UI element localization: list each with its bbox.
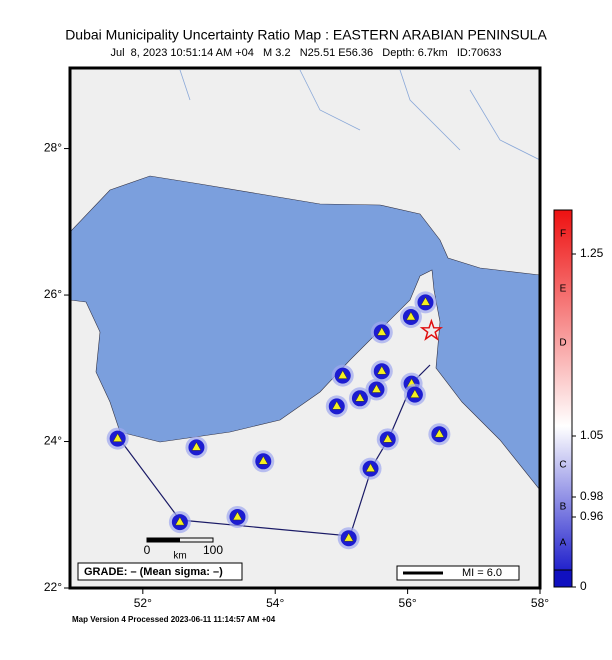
- station: [399, 306, 422, 329]
- scale-label: 100: [203, 543, 223, 557]
- lon-label: 56°: [399, 596, 417, 610]
- grade-letter: E: [560, 284, 567, 295]
- station-triangle: [405, 311, 416, 321]
- station: [331, 364, 354, 387]
- lat-label: 28°: [44, 141, 62, 155]
- lon-label: 54°: [266, 596, 284, 610]
- station-triangle: [420, 296, 431, 306]
- station: [348, 387, 371, 410]
- station: [168, 511, 191, 534]
- colorbar-floor: [553, 569, 573, 588]
- station-triangle: [355, 392, 365, 402]
- station-triangle: [191, 441, 202, 451]
- station-triangle: [371, 384, 382, 393]
- rivers: [179, 69, 540, 161]
- colorbar-tick-label: 1.05: [580, 428, 604, 442]
- grade-letter: A: [560, 538, 567, 549]
- station: [359, 457, 382, 480]
- station-triangle: [376, 326, 387, 336]
- station-triangle: [382, 433, 393, 443]
- colorbar: [553, 209, 573, 571]
- station: [226, 505, 249, 528]
- mi-text: MI = 6.0: [462, 567, 502, 579]
- mi-box: [396, 565, 520, 581]
- grade-letter: B: [560, 502, 567, 513]
- footer: Map Version 4 Processed 2023-06-11 11:14…: [72, 615, 276, 624]
- colorbar-tick-label: 0.98: [580, 489, 604, 503]
- station: [365, 378, 388, 401]
- station: [376, 428, 399, 451]
- station-triangle: [376, 365, 387, 375]
- colorbar-labels: F E D C B A 1.25 1.05 0.98 0.96 0: [559, 229, 603, 594]
- station-triangle: [343, 532, 354, 542]
- lon-label: 58°: [531, 596, 549, 610]
- station: [337, 527, 360, 550]
- colorbar-tick-label: 0.96: [580, 509, 604, 523]
- station-triangle: [112, 433, 123, 442]
- station: [403, 383, 426, 406]
- station-triangle: [409, 389, 420, 398]
- station: [185, 436, 208, 459]
- station-triangle: [434, 428, 445, 438]
- scale-unit: km: [173, 551, 186, 562]
- grade-letter: D: [559, 338, 566, 349]
- grade-letter: F: [560, 229, 566, 240]
- scale-label: 0: [144, 543, 151, 557]
- station-triangle: [232, 511, 243, 521]
- station: [414, 291, 437, 314]
- scale-bar-fill: [147, 538, 180, 542]
- grade-box: [77, 562, 243, 581]
- sea: [70, 175, 540, 491]
- colorbar-tick-label: 1.25: [580, 246, 604, 260]
- station: [106, 427, 129, 450]
- map-area: [70, 68, 540, 588]
- station-triangle: [258, 455, 269, 465]
- station: [325, 395, 348, 418]
- map-frame: [68, 66, 542, 590]
- epicenter: [419, 318, 444, 341]
- station: [370, 360, 393, 383]
- lat-label: 22°: [44, 580, 62, 594]
- lat-label: 24°: [44, 434, 62, 448]
- grade-letter: C: [559, 460, 566, 471]
- title: Dubai Municipality Uncertainty Ratio Map…: [65, 27, 547, 43]
- station: [370, 321, 393, 344]
- lon-label: 52°: [134, 596, 152, 610]
- station: [252, 450, 275, 473]
- colorbar-tick-label: 0: [580, 579, 587, 593]
- scale-bar: 0 100 km: [144, 537, 223, 562]
- station-triangle: [174, 516, 185, 526]
- ticks: 52° 54° 56° 58° 22° 24° 26° 28°: [44, 141, 549, 610]
- station-triangle: [365, 463, 376, 472]
- station: [428, 423, 451, 446]
- station-triangle: [337, 370, 348, 379]
- grade-text: GRADE: – (Mean sigma: –): [84, 566, 223, 578]
- station-triangle: [331, 400, 342, 410]
- lat-label: 26°: [44, 287, 62, 301]
- subtitle: Jul 8, 2023 10:51:14 AM +04 M 3.2 N25.51…: [110, 47, 501, 59]
- stations: [106, 291, 451, 550]
